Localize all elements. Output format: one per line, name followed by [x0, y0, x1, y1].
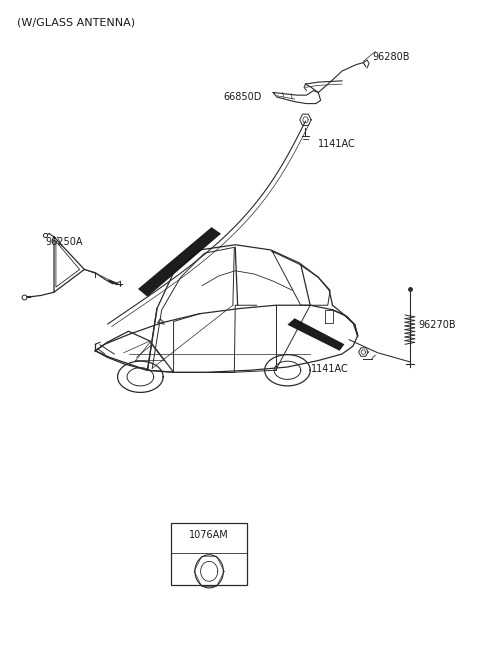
Text: 0.435: 0.435	[207, 528, 211, 529]
Text: 96280B: 96280B	[373, 52, 410, 62]
Text: 96250A: 96250A	[46, 237, 83, 247]
Text: 1141AC: 1141AC	[318, 139, 356, 150]
Polygon shape	[138, 227, 221, 297]
Text: 96270B: 96270B	[418, 319, 456, 330]
Text: 66850D: 66850D	[223, 92, 261, 102]
Text: 1076AM: 1076AM	[189, 529, 229, 540]
Text: (W/GLASS ANTENNA): (W/GLASS ANTENNA)	[17, 17, 135, 27]
Text: 1141AC: 1141AC	[311, 364, 349, 374]
Polygon shape	[288, 318, 344, 351]
Bar	[171, 523, 247, 585]
